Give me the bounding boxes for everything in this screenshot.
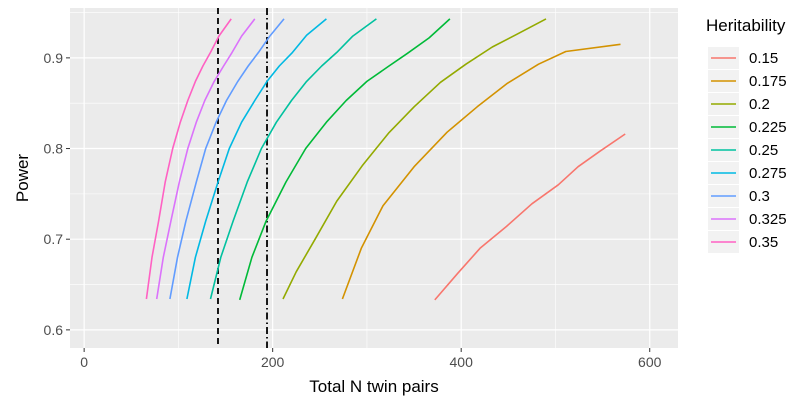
series-line — [145, 18, 232, 300]
x-tick-label: 200 — [261, 354, 285, 370]
legend-label: 0.275 — [749, 165, 787, 182]
x-axis: 0 200 400 600 — [80, 348, 662, 370]
legend: 0.15 0.175 0.2 0.225 0.25 0.275 0.3 0.325 0.35 — [708, 47, 787, 253]
legend-label: 0.325 — [749, 211, 787, 228]
legend-label: 0.175 — [749, 73, 787, 90]
plot-panel — [70, 8, 678, 348]
series-line — [434, 133, 626, 301]
x-tick-label: 600 — [638, 354, 662, 370]
series-lines — [145, 18, 626, 301]
series-line — [282, 18, 547, 300]
x-tick-label: 400 — [450, 354, 474, 370]
grid-minor — [70, 8, 678, 348]
series-line — [169, 18, 285, 300]
series-line — [238, 18, 451, 301]
series-line — [341, 43, 621, 300]
legend-label: 0.2 — [749, 96, 770, 113]
y-tick-label: 0.6 — [44, 322, 64, 338]
y-tick-label: 0.7 — [44, 231, 64, 247]
legend-title: Heritability — [706, 16, 786, 35]
x-axis-title: Total N twin pairs — [309, 377, 438, 396]
y-axis: 0.6 0.7 0.8 0.9 — [44, 50, 70, 338]
x-tick-label: 0 — [80, 354, 88, 370]
legend-label: 0.225 — [749, 119, 787, 136]
series-line — [209, 18, 377, 300]
legend-label: 0.25 — [749, 142, 778, 159]
y-tick-label: 0.9 — [44, 50, 64, 66]
grid-major — [70, 8, 678, 348]
y-tick-label: 0.8 — [44, 141, 64, 157]
legend-label: 0.35 — [749, 234, 778, 251]
legend-label: 0.3 — [749, 188, 770, 205]
legend-label: 0.15 — [749, 50, 778, 67]
y-axis-title: Power — [13, 154, 32, 203]
reference-lines — [217, 8, 268, 348]
series-line — [155, 18, 256, 300]
series-line — [186, 18, 327, 300]
